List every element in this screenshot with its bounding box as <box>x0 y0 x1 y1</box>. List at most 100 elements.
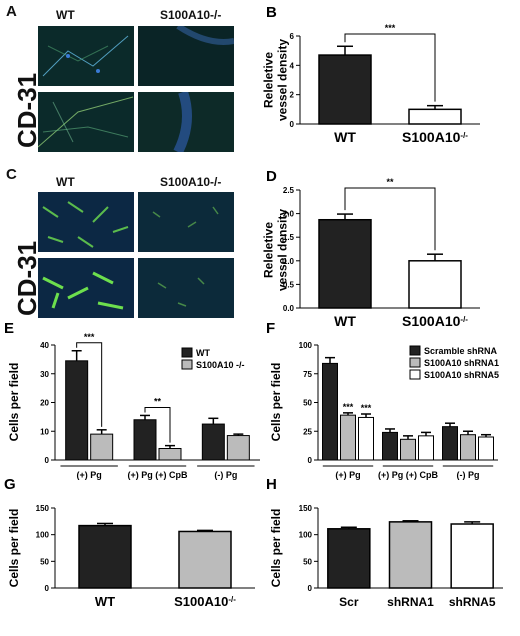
x-tick-label-b: S100A10-/- <box>402 129 468 145</box>
panel-a-micrograph-ko-bottom <box>138 92 234 152</box>
panel-c-micrograph-ko-bottom <box>138 258 234 318</box>
y-axis-label-line: Cells per field <box>7 363 21 442</box>
y-axis-label-line: Releletive <box>262 52 276 108</box>
significance-bracket-e <box>76 342 103 427</box>
panel-c-micrograph-ko-top <box>138 192 234 252</box>
y-tick-label-h: 50 <box>303 557 312 566</box>
bar-d <box>318 218 372 309</box>
y-tick-label-h: 150 <box>299 504 313 513</box>
y-tick-label-b: 2 <box>290 91 295 100</box>
panel-c-micrograph-wt-top <box>38 192 134 252</box>
y-tick-label-d: 1.0 <box>283 257 295 266</box>
bar-f <box>358 416 374 461</box>
legend-label-e: WT <box>196 348 210 358</box>
bar-f <box>340 414 356 461</box>
panel-a-micrograph-wt-top <box>38 26 134 86</box>
y-tick-label-g: 150 <box>36 504 50 513</box>
y-tick-label-b: 4 <box>290 61 295 70</box>
x-tick-label-e: (+) Pg <box>77 470 102 480</box>
bar-e <box>226 435 250 461</box>
bar-f <box>382 431 398 461</box>
y-axis-label-b: Releletivevessel density <box>262 39 290 121</box>
bar-b <box>408 108 462 125</box>
y-tick-label-d: 2.0 <box>283 210 295 219</box>
bar-b <box>318 54 372 125</box>
x-tick-label-d: S100A10-/- <box>402 313 468 329</box>
bar-f <box>460 434 476 461</box>
x-tick-label-d: WT <box>334 313 356 329</box>
y-axis-label-line: vessel density <box>275 39 289 121</box>
panel-a-micrograph-wt-bottom <box>38 92 134 152</box>
y-tick-label-f: 100 <box>299 341 313 350</box>
legend-swatch-f <box>409 357 421 368</box>
significance-label-e: ** <box>154 396 162 406</box>
x-tick-label-f: (+) Pg <box>335 470 360 480</box>
y-tick-label-e: 20 <box>40 399 49 408</box>
legend-swatch-f <box>409 345 421 356</box>
y-tick-label-f: 0 <box>308 456 313 465</box>
panel-a-micrograph-ko-top <box>138 26 234 86</box>
y-tick-label-d: 0.5 <box>283 280 295 289</box>
y-tick-label-h: 0 <box>308 584 313 593</box>
bar-h <box>450 523 494 589</box>
bar-h <box>388 521 433 589</box>
y-tick-label-g: 100 <box>36 531 50 540</box>
bar-f <box>442 426 458 461</box>
x-tick-label-e: (-) Pg <box>214 470 237 480</box>
x-tick-label-h: Scr <box>339 595 359 609</box>
annotation-label-f: *** <box>343 402 354 412</box>
legend-label-e: S100A10 -/- <box>196 360 245 370</box>
y-tick-label-e: 0 <box>45 456 50 465</box>
y-tick-label-g: 0 <box>45 584 50 593</box>
legend-swatch-f <box>409 369 421 380</box>
x-tick-label-main: S100A10 <box>402 313 461 329</box>
panel-label-b: B <box>266 4 277 21</box>
panel-label-c: C <box>6 166 17 183</box>
y-axis-label-line: Cells per field <box>7 509 21 588</box>
bar-h <box>327 528 371 589</box>
y-tick-label-f: 75 <box>303 370 312 379</box>
bar-g <box>178 530 232 589</box>
x-tick-label-h: shRNA5 <box>449 595 496 609</box>
y-axis-label-g: Cells per field <box>7 509 21 588</box>
significance-bracket-e <box>144 406 171 443</box>
x-tick-label-f: (-) Pg <box>457 470 480 480</box>
y-tick-label-d: 2.5 <box>283 186 295 195</box>
y-tick-label-d: 0.0 <box>283 304 295 313</box>
panel-label-g: G <box>4 476 16 493</box>
bar-g <box>78 524 132 589</box>
bar-e <box>133 419 157 461</box>
y-tick-label-h: 100 <box>299 531 313 540</box>
panel-c-col-title-ko: S100A10-/- <box>160 175 222 189</box>
bar-e <box>201 423 225 461</box>
legend-label-f: Scramble shRNA <box>424 346 498 356</box>
significance-label-b: *** <box>385 23 396 33</box>
x-tick-label-h: shRNA1 <box>387 595 434 609</box>
panel-c-col-title-wt: WT <box>56 175 75 189</box>
y-axis-label-line: vessel density <box>275 209 289 291</box>
panel-label-e: E <box>4 320 14 337</box>
y-tick-label-g: 50 <box>40 557 49 566</box>
panel-a-col-title-ko: S100A10-/- <box>160 8 222 22</box>
y-tick-label-b: 6 <box>290 32 295 41</box>
y-axis-label-line: Cells per field <box>269 363 283 442</box>
x-tick-label-superscript: -/- <box>460 315 468 324</box>
y-tick-label-b: 0 <box>290 120 295 129</box>
y-tick-label-e: 30 <box>40 370 49 379</box>
x-tick-label-g: WT <box>95 594 115 609</box>
panel-label-f: F <box>266 320 275 337</box>
x-tick-label-b: WT <box>334 129 356 145</box>
bar-e <box>90 433 114 461</box>
y-axis-label-f: Cells per field <box>269 363 283 442</box>
y-tick-label-e: 10 <box>40 427 49 436</box>
y-tick-label-e: 40 <box>40 341 49 350</box>
bar-f <box>322 362 338 461</box>
x-tick-label-superscript: -/- <box>228 595 236 604</box>
bar-f <box>400 438 416 461</box>
legend-swatch-e <box>181 359 193 370</box>
y-axis-label-d: Releletivevessel density <box>262 209 290 291</box>
y-tick-label-f: 25 <box>303 427 312 436</box>
bar-e <box>158 448 182 461</box>
x-tick-label-g: S100A10-/- <box>174 594 236 609</box>
